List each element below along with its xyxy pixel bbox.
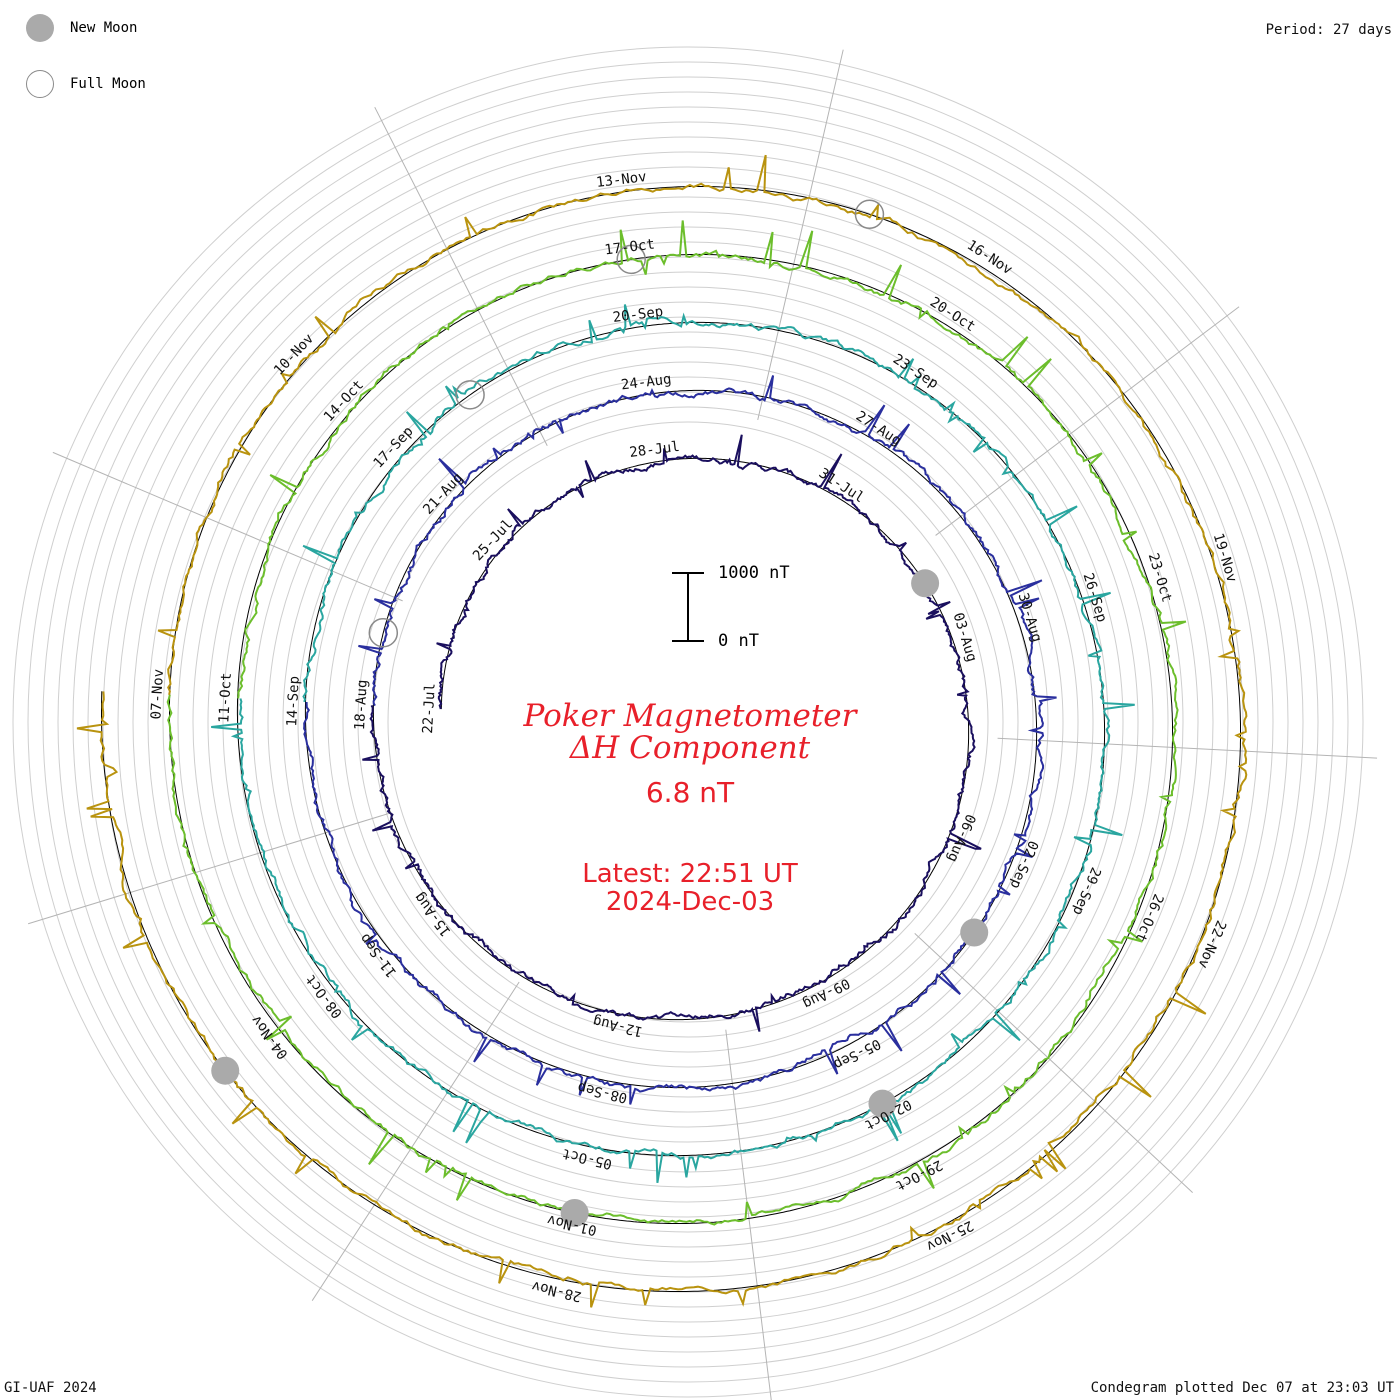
current-value: 6.8 nT <box>645 776 735 809</box>
grid-ring <box>147 181 1229 1263</box>
latest-time: Latest: 22:51 UT <box>582 859 798 889</box>
data-trace-turn <box>362 434 982 1032</box>
new-moon-marker <box>960 918 989 947</box>
grid-spoke <box>757 49 844 421</box>
date-label: 19-Nov <box>1210 531 1240 584</box>
new-moon-marker <box>211 1056 240 1085</box>
grid-ring <box>117 151 1259 1293</box>
grid-ring <box>57 91 1319 1353</box>
grid-ring <box>282 316 1094 1128</box>
grid-spoke <box>997 737 1378 759</box>
data-trace-turn <box>76 154 1248 1308</box>
date-label: 23-Oct <box>1145 551 1175 604</box>
grid-spoke <box>311 981 520 1301</box>
legend-new-moon: New Moon <box>26 14 137 42</box>
baseline-turn <box>372 457 970 1021</box>
grid-ring <box>162 196 1214 1248</box>
grid-ring <box>297 331 1079 1113</box>
grid-ring <box>252 286 1124 1158</box>
full-moon-marker <box>368 617 399 648</box>
grid-ring <box>132 166 1244 1278</box>
scale-bar <box>672 572 704 642</box>
grid-ring <box>12 46 1364 1398</box>
date-label: 24-Aug <box>620 371 672 393</box>
scale-top-label: 1000 nT <box>718 563 790 583</box>
grid-spoke <box>374 106 548 447</box>
moon-markers <box>211 199 989 1227</box>
grid-ring <box>387 421 989 1023</box>
data-trace-turn <box>303 375 1057 1105</box>
date-label: 30-Aug <box>1015 591 1045 644</box>
grid-ring <box>42 76 1334 1368</box>
grid-ring <box>207 241 1169 1203</box>
date-label: 17-Oct <box>604 236 656 258</box>
new-moon-marker <box>911 569 940 598</box>
grid-ring <box>192 226 1184 1218</box>
date-label: 02-Sep <box>1007 838 1041 891</box>
date-label: 22-Jul <box>420 683 439 734</box>
full-moon-marker <box>455 380 485 410</box>
grid-spoke <box>28 812 392 925</box>
new-moon-icon <box>26 14 54 42</box>
date-label: 03-Aug <box>950 611 980 664</box>
date-label: 28-Nov <box>530 1277 583 1304</box>
baseline-turn <box>304 389 1038 1089</box>
grid-spoke <box>914 933 1193 1193</box>
grid-spoke <box>935 306 1240 536</box>
date-label: 07-Nov <box>148 669 167 720</box>
legend-full-moon: Full Moon <box>26 70 146 98</box>
data-trace-turn <box>211 304 1135 1183</box>
grid-ring <box>357 391 1019 1053</box>
chart-subtitle: ΔH Component <box>569 730 811 766</box>
footer-credit: GI-UAF 2024 <box>4 1380 97 1396</box>
date-label: 11-Oct <box>216 672 235 723</box>
scale-bottom-label: 0 nT <box>718 631 759 651</box>
grid-ring <box>72 106 1304 1338</box>
date-label: 26-Oct <box>1132 891 1166 944</box>
date-label: 29-Sep <box>1069 865 1103 918</box>
grid-ring <box>87 121 1289 1323</box>
date-label: 20-Sep <box>612 304 664 326</box>
full-moon-marker <box>616 244 646 275</box>
footer-plotted: Condegram plotted Dec 07 at 23:03 UT <box>1090 1380 1394 1396</box>
legend-full-moon-label: Full Moon <box>70 76 146 92</box>
data-trace-turn <box>166 220 1187 1226</box>
date-label: 14-Sep <box>284 676 303 727</box>
chart-title: Poker Magnetometer <box>523 698 857 734</box>
data-traces <box>76 154 1248 1308</box>
date-label: 28-Jul <box>629 439 681 461</box>
new-moon-marker <box>868 1089 897 1118</box>
date-label: 13-Nov <box>595 169 647 191</box>
full-moon-marker <box>854 199 885 230</box>
full-moon-icon <box>26 70 54 98</box>
period-label: Period: 27 days <box>1265 22 1392 38</box>
grid-ring <box>327 361 1049 1083</box>
date-label: 18-Aug <box>352 679 371 730</box>
grid-ring <box>27 61 1349 1383</box>
grid-ring <box>342 376 1034 1068</box>
latest-date: 2024-Dec-03 <box>605 887 775 917</box>
grid-spoke <box>52 451 403 602</box>
grid-ring <box>312 346 1064 1098</box>
grid-ring <box>177 211 1199 1233</box>
new-moon-marker <box>560 1198 589 1227</box>
baseline-turn <box>236 321 1106 1157</box>
legend-new-moon-label: New Moon <box>70 20 138 36</box>
